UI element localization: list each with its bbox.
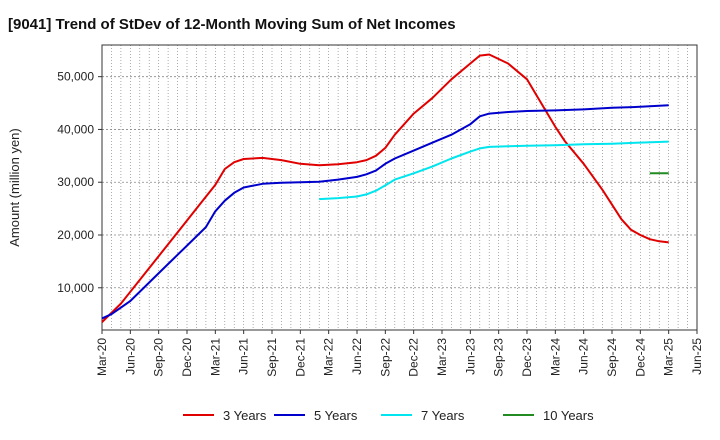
x-tick-label: Mar-24 — [548, 338, 562, 376]
x-tick-label: Mar-23 — [435, 338, 449, 376]
plot-frame — [101, 44, 698, 331]
x-tick-label: Jun-24 — [577, 338, 591, 375]
series-line-7-years — [319, 140, 669, 201]
x-tick-label: Sep-23 — [492, 338, 506, 377]
x-tick-label: Jun-22 — [350, 338, 364, 375]
x-tick-label: Jun-21 — [237, 338, 251, 375]
y-tick-label: 30,000 — [57, 175, 94, 189]
x-tick-label: Dec-24 — [633, 338, 647, 377]
y-tick-label: 40,000 — [57, 122, 94, 136]
x-tick-label: Mar-22 — [322, 338, 336, 376]
x-tick-label: Mar-20 — [95, 338, 109, 376]
legend-label: 7 Years — [421, 408, 465, 423]
legend-label: 10 Years — [543, 408, 594, 423]
x-tick-label: Jun-20 — [123, 338, 137, 375]
x-tick-label: Jun-23 — [463, 338, 477, 375]
legend-label: 3 Years — [223, 408, 267, 423]
x-tick-label: Sep-20 — [152, 338, 166, 377]
chart-title: [9041] Trend of StDev of 12-Month Moving… — [8, 16, 456, 33]
x-tick-label: Dec-22 — [407, 338, 421, 377]
x-tick-label: Mar-25 — [662, 338, 676, 376]
x-tick-label: Mar-21 — [208, 338, 222, 376]
x-tick-label: Dec-20 — [180, 338, 194, 377]
legend-label: 5 Years — [314, 408, 358, 423]
series-line-5-years — [101, 104, 669, 320]
x-tick-label: Dec-21 — [293, 338, 307, 377]
x-tick-label: Sep-24 — [605, 338, 619, 377]
x-tick-label: Sep-21 — [265, 338, 279, 377]
y-tick-label: 20,000 — [57, 228, 94, 242]
y-axis-title: Amount (million yen) — [7, 128, 22, 247]
x-tick-label: Dec-23 — [520, 338, 534, 377]
x-tick-label: Jun-25 — [690, 338, 704, 375]
series-line-3-years — [101, 53, 669, 323]
y-tick-label: 10,000 — [57, 281, 94, 295]
x-tick-label: Sep-22 — [378, 338, 392, 377]
y-tick-label: 50,000 — [57, 70, 94, 84]
